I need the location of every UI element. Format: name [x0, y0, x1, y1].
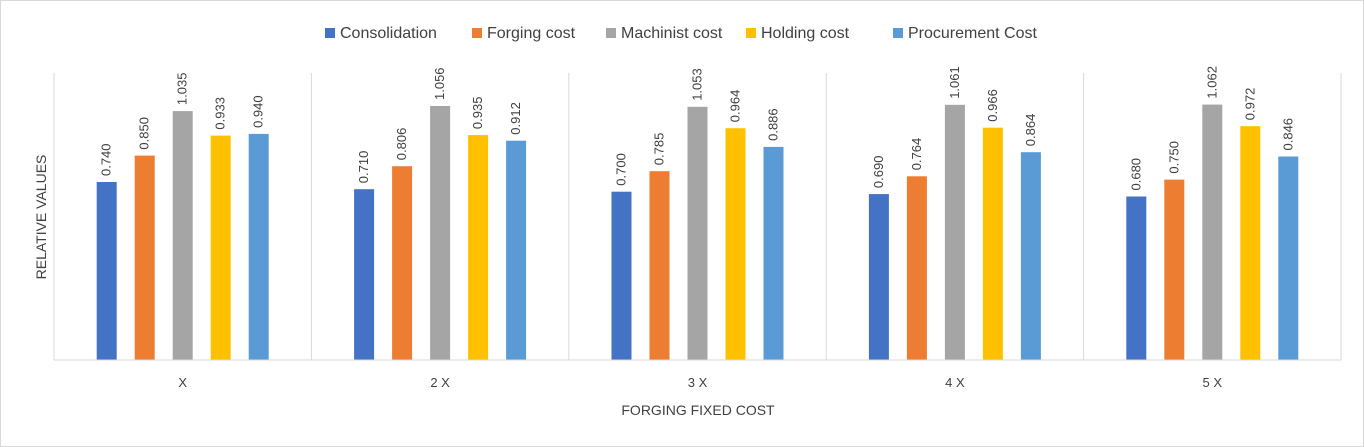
data-label: 0.750: [1166, 141, 1181, 174]
data-label: 0.935: [470, 97, 485, 130]
x-tick-label: 3 X: [688, 375, 708, 390]
bar: [868, 194, 889, 360]
data-label: 0.912: [508, 102, 523, 135]
data-label: 1.062: [1204, 66, 1219, 99]
data-labels: 0.740 0.850 1.035 0.933 0.940 0.710 0.806 1.056…: [99, 66, 1296, 190]
bar: [649, 171, 670, 360]
legend-item: Consolidation: [325, 25, 437, 42]
x-tick-labels: X 2 X 3 X 4 X 5 X: [178, 375, 1222, 390]
x-tick-label: 2 X: [430, 375, 450, 390]
data-label: 0.764: [909, 138, 924, 171]
data-label: 1.035: [175, 73, 190, 106]
legend-swatch: [472, 28, 482, 38]
x-tick-label: 5 X: [1203, 375, 1223, 390]
data-label: 0.933: [213, 97, 228, 130]
bar: [906, 176, 927, 360]
bar: [1240, 126, 1261, 360]
data-label: 1.061: [947, 66, 962, 99]
bar: [944, 104, 965, 360]
data-label: 1.056: [432, 67, 447, 100]
data-label: 0.850: [137, 117, 152, 150]
data-label: 0.886: [766, 108, 781, 141]
data-label: 0.864: [1023, 114, 1038, 147]
bar: [763, 146, 784, 360]
legend-swatch: [606, 28, 616, 38]
legend-item: Machinist cost: [606, 25, 723, 42]
data-label: 0.740: [99, 143, 114, 176]
bar: [1278, 156, 1299, 360]
legend-label: Machinist cost: [621, 25, 723, 42]
bar: [1164, 179, 1185, 360]
bar: [468, 135, 489, 360]
category-separators: [53, 73, 1342, 360]
legend-swatch: [746, 28, 756, 38]
bar: [982, 127, 1003, 360]
bar: [96, 182, 117, 360]
legend-item: Forging cost: [472, 25, 576, 42]
data-label: 1.053: [690, 68, 705, 101]
bar: [248, 133, 269, 360]
legend-label: Holding cost: [761, 25, 850, 42]
legend-swatch: [893, 28, 903, 38]
x-tick-label: X: [178, 375, 187, 390]
data-label: 0.966: [985, 89, 1000, 122]
bar: [1126, 196, 1147, 360]
bar: [506, 140, 527, 360]
legend-item: Holding cost: [746, 25, 850, 42]
bar: [611, 191, 632, 360]
x-tick-label: 4 X: [945, 375, 965, 390]
bar: [134, 155, 155, 360]
bar: [1020, 152, 1041, 360]
bar: [210, 135, 231, 360]
bar: [725, 128, 746, 360]
x-axis-title: FORGING FIXED COST: [621, 402, 775, 418]
bar: [172, 111, 193, 360]
bar: [687, 106, 708, 360]
bar: [392, 166, 413, 360]
legend-label: Forging cost: [487, 25, 576, 42]
data-label: 0.680: [1128, 158, 1143, 191]
data-label: 0.690: [871, 156, 886, 189]
data-label: 0.806: [394, 128, 409, 161]
bars: [96, 104, 1299, 360]
data-label: 0.700: [614, 153, 629, 186]
data-label: 0.785: [652, 133, 667, 166]
data-label: 0.972: [1242, 88, 1257, 121]
legend-item: Procurement Cost: [893, 25, 1037, 42]
legend-swatch: [325, 28, 335, 38]
data-label: 0.710: [356, 151, 371, 184]
bar: [354, 189, 375, 360]
legend-label: Procurement Cost: [908, 25, 1037, 42]
data-label: 0.964: [728, 90, 743, 123]
bar: [1202, 104, 1223, 360]
bar: [430, 106, 451, 360]
data-label: 0.940: [251, 95, 266, 128]
y-axis-title: RELATIVE VALUES: [33, 155, 49, 280]
legend: Consolidation Forging cost Machinist cost H…: [325, 25, 1037, 42]
data-label: 0.846: [1280, 118, 1295, 151]
legend-label: Consolidation: [340, 25, 437, 42]
